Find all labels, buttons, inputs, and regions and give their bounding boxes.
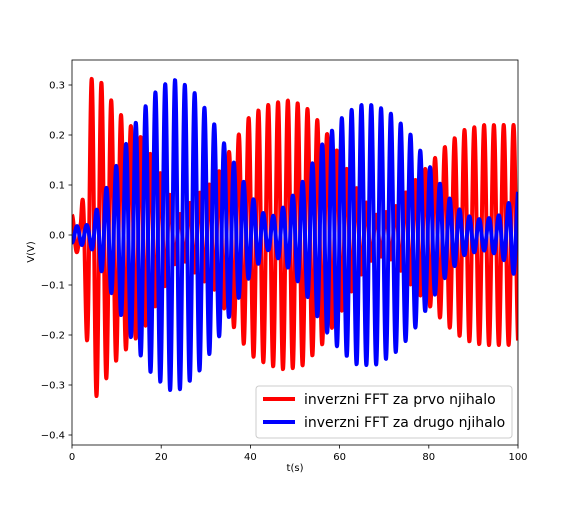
y-tick-label: 0.1 bbox=[49, 181, 65, 192]
plot-frame bbox=[71, 59, 519, 446]
x-tick-label: 0 bbox=[69, 452, 75, 463]
x-tick-label: 20 bbox=[155, 452, 168, 463]
y-axis-ticks: −0.4 −0.3 −0.2 −0.1 0.0 0.1 0.2 0.3 bbox=[41, 81, 72, 442]
legend-label-series-2: inverzni FFT za drugo njihalo bbox=[304, 415, 505, 431]
x-tick-label: 100 bbox=[508, 452, 527, 463]
legend-box bbox=[255, 385, 513, 439]
y-tick-label: −0.3 bbox=[41, 381, 65, 392]
y-tick-label: −0.1 bbox=[41, 281, 65, 292]
y-tick-label: −0.2 bbox=[41, 331, 65, 342]
series-layer bbox=[72, 76, 518, 398]
x-tick-label: 60 bbox=[333, 452, 346, 463]
y-tick-label: 0.2 bbox=[49, 131, 65, 142]
y-tick-label: −0.4 bbox=[41, 431, 65, 442]
y-tick-label: 0.0 bbox=[49, 231, 65, 242]
legend-label-series-1: inverzni FFT za prvo njihalo bbox=[304, 392, 496, 408]
y-axis-label: V(V) bbox=[26, 241, 37, 263]
legend: inverzni FFT za prvo njihalo inverzni FF… bbox=[255, 385, 513, 439]
y-tick-label: 0.3 bbox=[49, 81, 65, 92]
x-axis-label: t(s) bbox=[287, 463, 304, 474]
x-axis-ticks: 0 20 40 60 80 100 bbox=[69, 445, 528, 463]
series-line-2 bbox=[72, 78, 518, 392]
x-tick-label: 40 bbox=[244, 452, 257, 463]
x-tick-label: 80 bbox=[422, 452, 435, 463]
